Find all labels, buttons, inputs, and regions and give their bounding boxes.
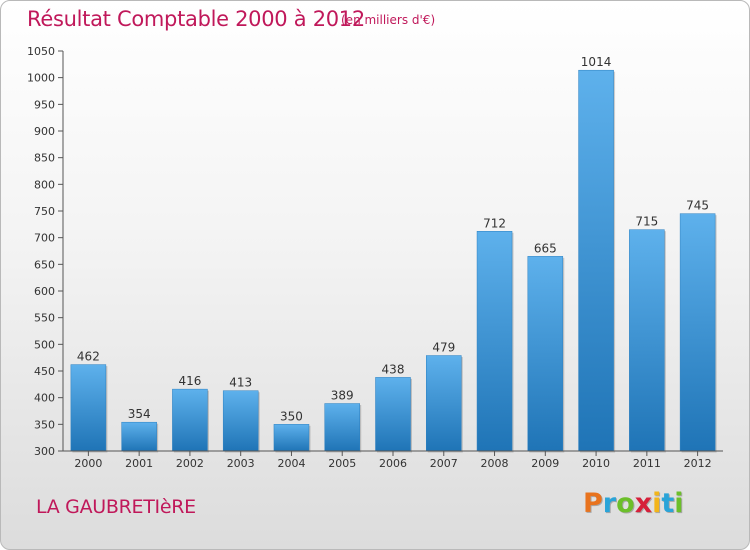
bar: [527, 256, 564, 452]
y-tick-label: 750: [34, 205, 55, 218]
logo-letter: i: [674, 488, 684, 519]
bar: [121, 421, 157, 452]
logo-letter: o: [616, 488, 635, 519]
y-tick-label: 650: [34, 258, 55, 271]
y-tick-label: 1050: [27, 45, 55, 58]
y-axis: 300 350 400 450 500 550 600 650 700 750 800 850 900 9…: [27, 45, 64, 458]
x-tick-label: 2002: [176, 457, 204, 470]
y-tick-label: 700: [34, 232, 55, 245]
x-tick-label: 2007: [430, 457, 458, 470]
chart-title: Résultat Comptable 2000 à 2012: [27, 7, 365, 31]
x-tick-label: 2009: [531, 457, 559, 470]
bar: [375, 377, 411, 452]
x-tick-label: 2010: [582, 457, 610, 470]
y-tick-label: 600: [34, 285, 55, 298]
y-tick-label: 800: [34, 178, 55, 191]
data-label: 389: [331, 389, 354, 403]
y-tick-label: 900: [34, 125, 55, 138]
x-tick-label: 2008: [481, 457, 509, 470]
data-label: 350: [280, 409, 303, 423]
logo-letter: x: [634, 488, 653, 519]
data-label: 413: [229, 376, 252, 390]
y-tick-label: 350: [34, 418, 55, 431]
y-tick-label: 550: [34, 312, 55, 325]
data-label: 416: [178, 374, 201, 388]
data-label: 712: [483, 216, 506, 230]
data-label: 438: [382, 362, 405, 376]
bar: [629, 229, 665, 452]
data-label: 462: [77, 350, 100, 364]
data-label: 745: [686, 199, 709, 213]
data-label: 715: [635, 215, 658, 229]
bar: [70, 364, 107, 452]
y-tick-label: 950: [34, 98, 55, 111]
x-tick-label: 2003: [227, 457, 255, 470]
y-tick-label: 1000: [27, 72, 55, 85]
bar: [578, 69, 614, 452]
logo-letter: t: [661, 488, 675, 519]
data-label: 354: [128, 407, 151, 421]
data-label: 1014: [581, 55, 612, 69]
chart-subtitle: (en milliers d'€): [341, 13, 436, 27]
x-tick-label: 2000: [74, 457, 102, 470]
bar: [679, 213, 716, 452]
x-tick-label: 2012: [684, 457, 712, 470]
location-label: LA GAUBRETIèRE: [36, 496, 196, 518]
bar: [172, 388, 208, 452]
logo-letter: i: [652, 488, 662, 519]
y-tick-label: 850: [34, 152, 55, 165]
data-label: 665: [534, 241, 557, 255]
y-tick-label: 500: [34, 338, 55, 351]
y-tick-label: 300: [34, 445, 55, 458]
proxiti-logo: Proxiti: [583, 488, 684, 519]
x-tick-label: 2006: [379, 457, 407, 470]
bar: [324, 403, 360, 452]
logo-letter: P: [583, 488, 603, 519]
logo-letter: r: [602, 488, 617, 519]
bars-group: 462 354 416 413 350 389 438 479 712 665 1014 715 745: [70, 55, 717, 453]
x-tick-label: 2001: [125, 457, 153, 470]
x-tick-label: 2005: [328, 457, 356, 470]
bar: [426, 355, 462, 452]
y-tick-label: 450: [34, 365, 55, 378]
bar: [476, 231, 513, 452]
x-tick-label: 2004: [277, 457, 305, 470]
bar: [222, 390, 259, 452]
x-tick-label: 2011: [633, 457, 661, 470]
x-axis: 2000 2001 2002 2003 2004 2005 2006 2007 2008 2009…: [63, 450, 723, 470]
bar: [273, 424, 310, 452]
y-tick-label: 400: [34, 392, 55, 405]
data-label: 479: [432, 341, 455, 355]
